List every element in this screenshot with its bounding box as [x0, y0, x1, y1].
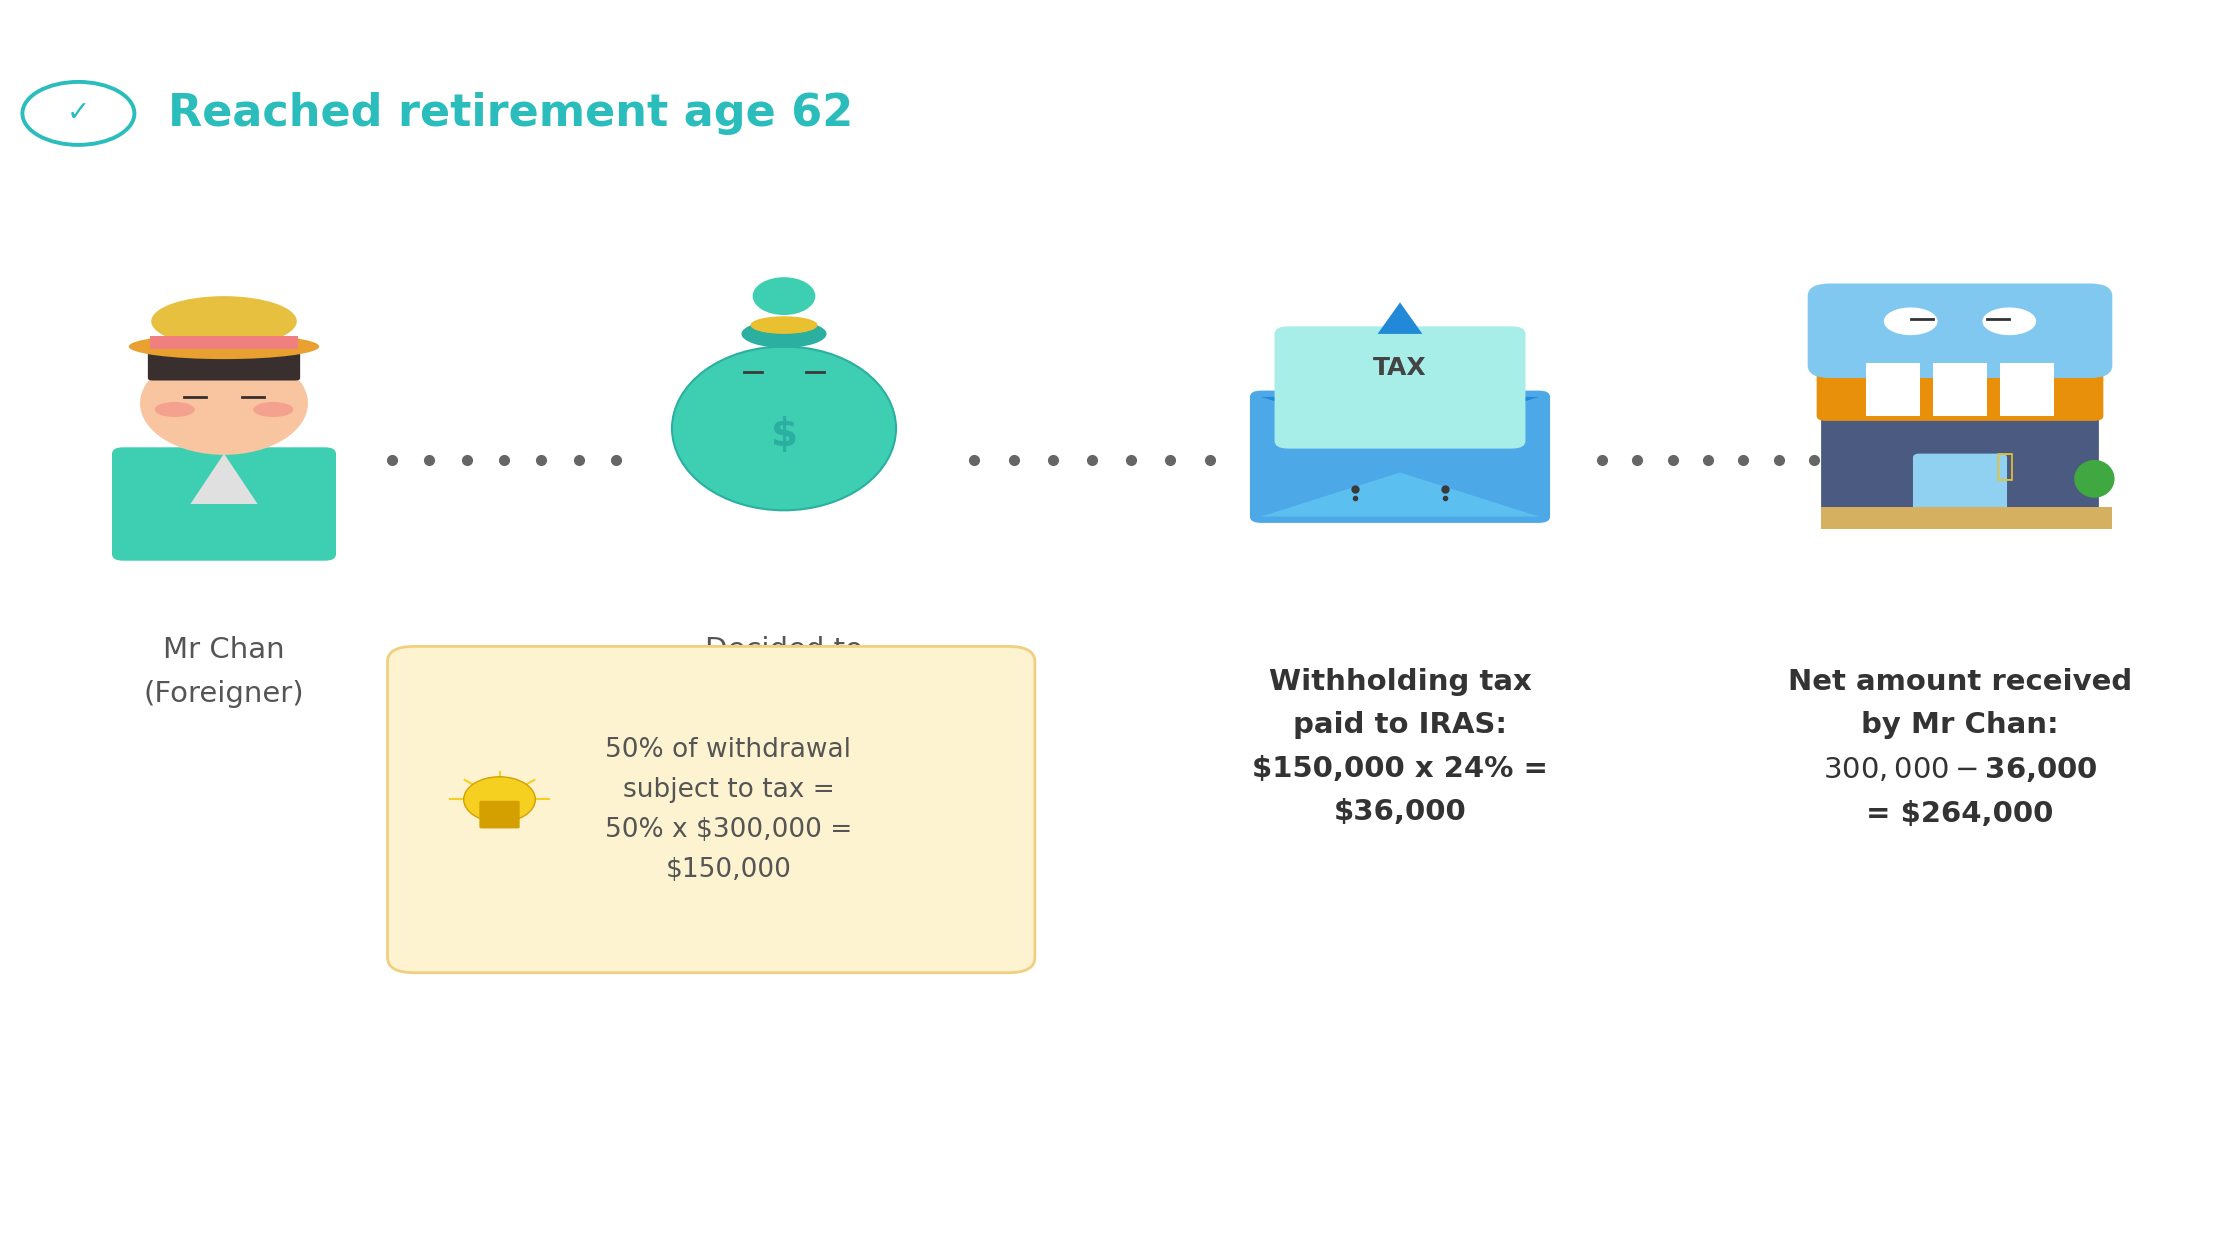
- FancyBboxPatch shape: [150, 336, 298, 349]
- FancyBboxPatch shape: [1821, 507, 2112, 529]
- Ellipse shape: [1884, 307, 1938, 335]
- Text: TAX: TAX: [1373, 355, 1427, 381]
- FancyBboxPatch shape: [1808, 284, 2112, 378]
- FancyBboxPatch shape: [388, 646, 1035, 973]
- FancyBboxPatch shape: [148, 348, 300, 381]
- Ellipse shape: [253, 402, 293, 417]
- Polygon shape: [1261, 472, 1539, 517]
- FancyBboxPatch shape: [1250, 391, 1550, 523]
- Text: 50% of withdrawal
subject to tax =
50% x $300,000 =
$150,000: 50% of withdrawal subject to tax = 50% x…: [605, 737, 851, 882]
- Ellipse shape: [753, 277, 815, 315]
- FancyBboxPatch shape: [1821, 404, 2099, 528]
- Polygon shape: [190, 454, 258, 504]
- Text: Net amount received
by Mr Chan:
$300,000 - $36,000
= $264,000: Net amount received by Mr Chan: $300,000…: [1788, 668, 2132, 828]
- FancyBboxPatch shape: [479, 801, 520, 829]
- Text: $: $: [771, 416, 797, 454]
- Text: Mr Chan
(Foreigner): Mr Chan (Foreigner): [143, 636, 305, 708]
- Ellipse shape: [155, 402, 195, 417]
- Polygon shape: [1378, 302, 1422, 334]
- FancyBboxPatch shape: [2000, 363, 2054, 416]
- Ellipse shape: [464, 776, 535, 823]
- Ellipse shape: [741, 320, 827, 348]
- Ellipse shape: [150, 296, 296, 346]
- Text: Withholding tax
paid to IRAS:
$150,000 x 24% =
$36,000: Withholding tax paid to IRAS: $150,000 x…: [1252, 668, 1548, 827]
- Ellipse shape: [672, 346, 896, 510]
- FancyBboxPatch shape: [1913, 454, 2007, 527]
- Text: Decided to
withdraw
$300,000: Decided to withdraw $300,000: [706, 636, 862, 751]
- Text: ₿: ₿: [1996, 451, 2014, 481]
- FancyBboxPatch shape: [1817, 358, 2103, 421]
- FancyBboxPatch shape: [1275, 326, 1525, 449]
- FancyBboxPatch shape: [1933, 363, 1987, 416]
- FancyBboxPatch shape: [1866, 363, 1920, 416]
- Ellipse shape: [130, 334, 318, 359]
- Text: Reached retirement age 62: Reached retirement age 62: [168, 92, 853, 135]
- Ellipse shape: [139, 352, 307, 455]
- Ellipse shape: [1982, 307, 2036, 335]
- Polygon shape: [1261, 397, 1539, 441]
- Ellipse shape: [2074, 460, 2115, 498]
- Ellipse shape: [750, 316, 818, 334]
- FancyBboxPatch shape: [112, 447, 336, 561]
- Text: ✓: ✓: [67, 100, 90, 127]
